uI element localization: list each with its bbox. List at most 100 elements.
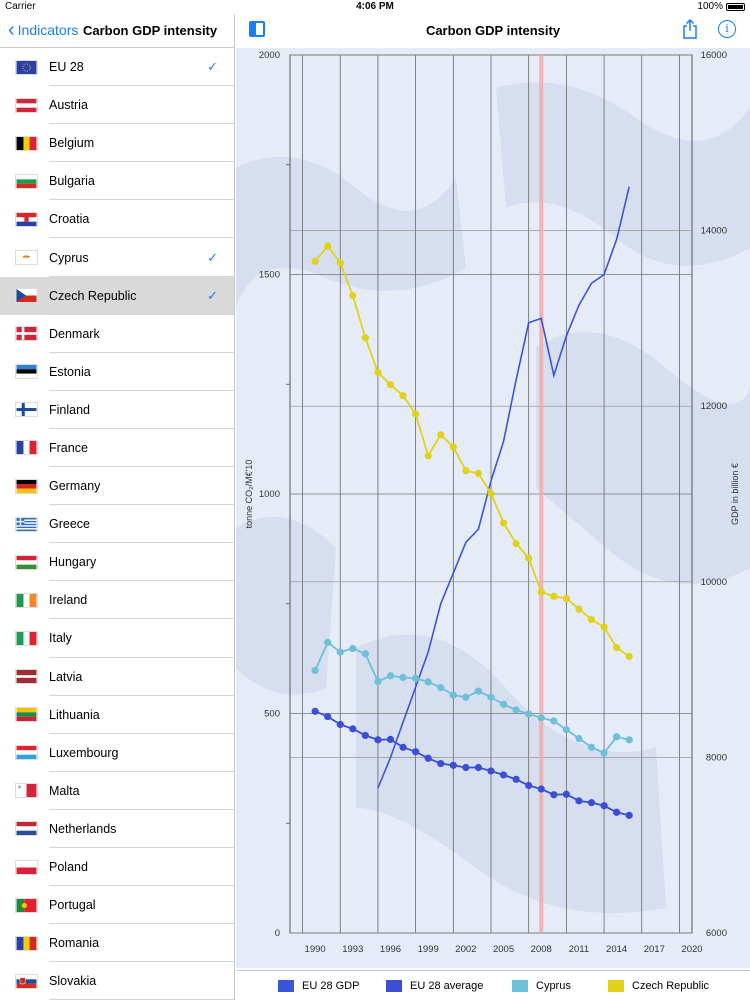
series-point: [311, 666, 319, 675]
series-point: [600, 802, 608, 810]
flag-lv-icon: [15, 669, 38, 685]
series-point: [424, 452, 432, 460]
series-point: [474, 763, 483, 772]
checkmark-icon: ✓: [207, 249, 218, 265]
clock: 4:06 PM: [356, 1, 394, 12]
sidebar-toggle-icon[interactable]: [249, 21, 265, 37]
series-point: [412, 410, 420, 418]
country-name: Germany: [49, 479, 101, 494]
series-point: [600, 623, 608, 631]
country-item[interactable]: Luxembourg: [0, 734, 234, 772]
chart: 0 500 1000 1500 2000 6000 8000 10000 12000 14000 1…: [236, 50, 750, 955]
country-name: France: [49, 440, 88, 455]
legend-item[interactable]: Czech Republic: [608, 980, 709, 992]
country-item[interactable]: Latvia: [0, 658, 234, 696]
y-left-tick-label: 0: [275, 928, 280, 939]
legend-swatch: [386, 980, 402, 992]
series-point: [324, 242, 332, 250]
country-item[interactable]: Greece: [0, 505, 234, 544]
series-point: [575, 605, 583, 613]
legend-item[interactable]: Cyprus: [512, 980, 571, 992]
country-item[interactable]: Denmark: [0, 315, 234, 353]
country-name: Croatia: [49, 212, 90, 227]
country-item[interactable]: Hungary: [0, 543, 234, 582]
series-point: [437, 759, 445, 768]
country-item[interactable]: Netherlands: [0, 810, 234, 849]
flag-ro-icon: [15, 935, 38, 951]
country-item[interactable]: Cyprus ✓: [0, 238, 234, 277]
y-right-tick-label: 12000: [701, 401, 727, 412]
series-point: [487, 693, 495, 701]
series-point: [525, 710, 533, 718]
country-item[interactable]: Romania: [0, 924, 234, 963]
series-point: [374, 736, 382, 744]
series-point: [336, 648, 344, 656]
share-icon[interactable]: [682, 19, 698, 39]
series-point: [374, 368, 382, 376]
chart-area: 0 500 1000 1500 2000 6000 8000 10000 12000 14000 1…: [236, 48, 750, 968]
y-right-tick-label: 10000: [701, 577, 727, 588]
x-tick-label: 1990: [305, 944, 326, 955]
country-item[interactable]: EU 28 ✓: [0, 48, 234, 87]
country-name: Czech Republic: [49, 288, 137, 303]
series-point: [487, 489, 495, 498]
flag-lt-icon: [15, 707, 38, 723]
series-point: [449, 691, 457, 699]
series-point: [412, 748, 420, 756]
country-item[interactable]: Lithuania: [0, 696, 234, 734]
country-item[interactable]: Malta: [0, 772, 234, 810]
series-point: [361, 731, 369, 740]
series-point: [336, 259, 344, 267]
info-icon[interactable]: i: [718, 20, 736, 38]
x-tick-label: 1993: [342, 944, 363, 955]
chevron-left-icon: ‹: [8, 19, 15, 41]
series-point: [462, 693, 470, 701]
flag-cy-icon: [15, 250, 38, 266]
back-button[interactable]: ‹ Indicators: [8, 19, 78, 41]
country-item[interactable]: Bulgaria: [0, 162, 234, 201]
y-left-tick-label: 500: [264, 709, 280, 720]
legend-item[interactable]: EU 28 average: [386, 980, 483, 992]
country-name: Lithuania: [49, 707, 100, 722]
flag-pl-icon: [15, 859, 38, 875]
country-item[interactable]: Czech Republic ✓: [0, 276, 234, 315]
country-item[interactable]: Estonia: [0, 353, 234, 391]
country-item[interactable]: France: [0, 429, 234, 468]
series-point: [399, 743, 407, 751]
series-point: [499, 700, 508, 708]
map-background: [236, 82, 750, 913]
series-point: [562, 790, 570, 798]
series-point: [499, 771, 508, 779]
country-name: Austria: [49, 98, 88, 113]
x-tick-label: 2002: [455, 944, 476, 955]
country-item[interactable]: Portugal: [0, 886, 234, 925]
flag-ee-icon: [15, 364, 38, 380]
country-item[interactable]: Ireland: [0, 581, 234, 620]
series-point: [587, 799, 596, 807]
legend-item[interactable]: EU 28 GDP: [278, 980, 359, 992]
country-item[interactable]: Italy: [0, 619, 234, 658]
country-name: Latvia: [49, 669, 83, 684]
country-item[interactable]: Finland: [0, 391, 234, 430]
series-point: [449, 443, 457, 451]
country-item[interactable]: Croatia: [0, 200, 234, 239]
y-left-tick-label: 1500: [259, 270, 280, 281]
x-tick-label: 2017: [644, 944, 665, 955]
country-item[interactable]: Germany: [0, 467, 234, 506]
flag-nl-icon: [15, 821, 38, 837]
country-item[interactable]: Poland: [0, 848, 234, 887]
country-item[interactable]: Belgium: [0, 124, 234, 163]
flag-it-icon: [15, 630, 38, 646]
country-item[interactable]: Austria: [0, 86, 234, 125]
series-point: [424, 754, 432, 762]
legend-label: Czech Republic: [632, 980, 710, 992]
series-point: [311, 257, 319, 265]
series-point: [374, 677, 382, 686]
country-name: EU 28: [49, 60, 84, 75]
series-point: [550, 592, 558, 600]
country-name: Finland: [49, 402, 90, 417]
series-point: [562, 594, 570, 603]
country-item[interactable]: Slovakia: [0, 962, 234, 1000]
series-point: [613, 644, 621, 652]
series-point: [311, 707, 319, 715]
